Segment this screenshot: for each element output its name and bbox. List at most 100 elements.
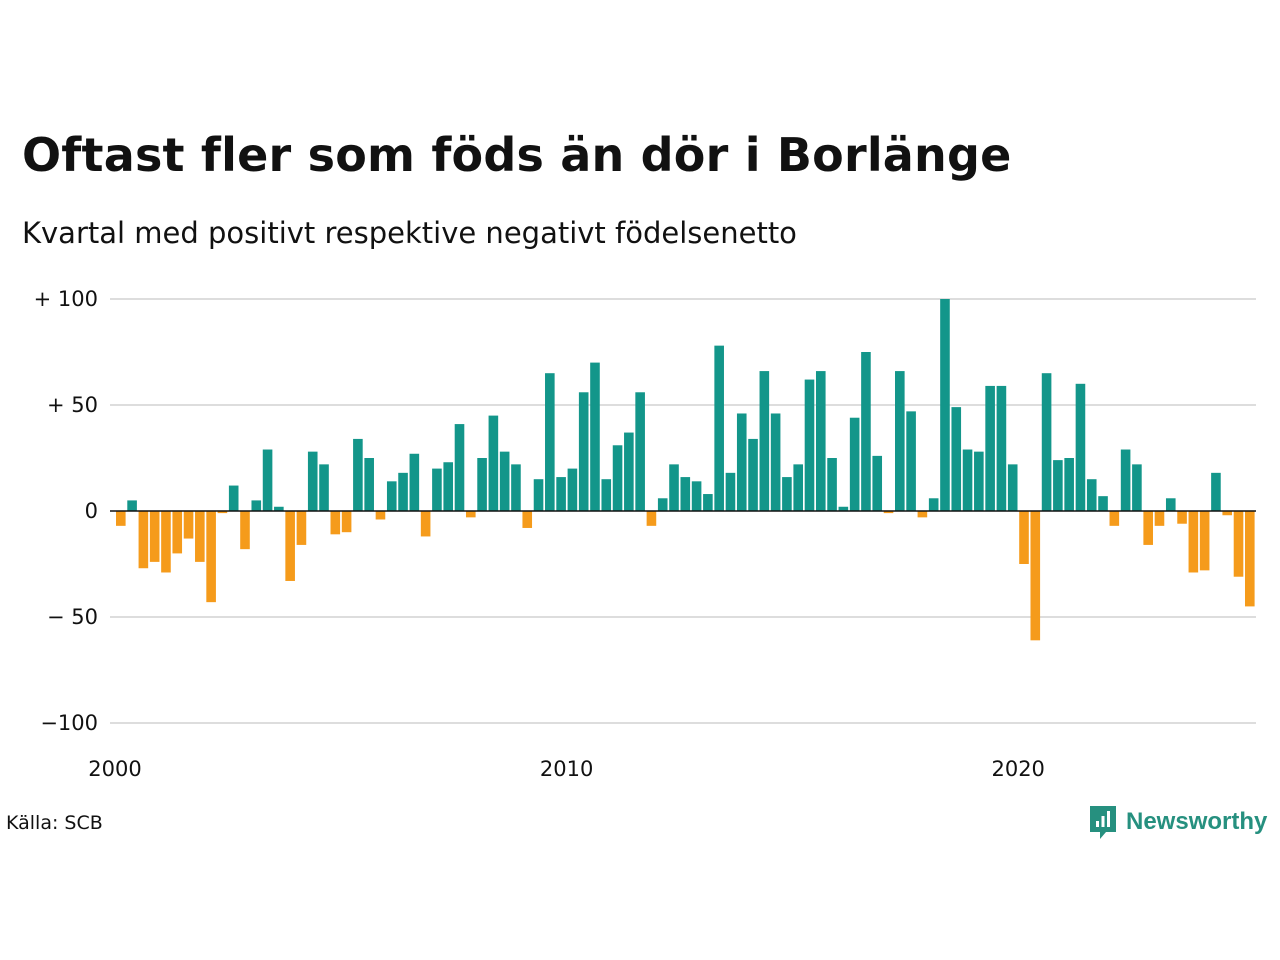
bar-q44 <box>601 479 612 511</box>
bar-q32 <box>465 511 476 518</box>
bar-q61 <box>793 464 803 511</box>
bar-q70 <box>895 371 905 511</box>
y-tick-label: −100 <box>40 711 98 735</box>
bar-q54 <box>714 345 724 511</box>
bar-q8 <box>195 511 205 562</box>
bar-q55 <box>725 472 736 511</box>
bar-q31 <box>454 424 465 511</box>
bar-q1 <box>116 511 126 526</box>
bar-q6 <box>172 511 183 554</box>
bar-q100 <box>1233 511 1244 577</box>
newsworthy-logo-icon <box>1090 806 1116 839</box>
grid-layer <box>110 298 1256 724</box>
bar-q82 <box>1030 511 1041 641</box>
bar-q36 <box>511 464 521 511</box>
bar-q2 <box>127 500 137 511</box>
brand-name: Newsworthy <box>1126 808 1268 835</box>
bar-q64 <box>827 458 837 511</box>
bar-q63 <box>815 371 826 511</box>
bar-q72 <box>917 511 928 518</box>
y-tick-label: + 50 <box>47 393 98 417</box>
bar-q4 <box>149 511 160 562</box>
bar-q30 <box>443 462 454 511</box>
bar-q43 <box>590 362 600 511</box>
bar-q47 <box>635 392 645 511</box>
bar-q5 <box>161 511 171 573</box>
bar-q16 <box>285 511 295 581</box>
bar-q98 <box>1211 472 1221 511</box>
bar-q3 <box>138 511 149 569</box>
bar-q83 <box>1041 373 1052 511</box>
bar-q7 <box>183 511 194 539</box>
bar-q89 <box>1109 511 1120 526</box>
bar-q96 <box>1188 511 1199 573</box>
bar-q87 <box>1086 479 1097 511</box>
bar-q81 <box>1019 511 1029 564</box>
bar-q37 <box>522 511 533 528</box>
bar-q101 <box>1245 511 1255 607</box>
bar-q27 <box>409 453 420 511</box>
y-tick-label: 0 <box>85 499 98 523</box>
bar-q10 <box>217 511 228 514</box>
bar-q91 <box>1132 464 1142 511</box>
bar-chart: + 100 + 50 0 − 50 −100 2000 2010 2020 <box>34 287 1256 781</box>
bar-q20 <box>330 511 341 535</box>
bar-q15 <box>274 506 284 511</box>
bar-q42 <box>578 392 589 511</box>
bar-q40 <box>556 477 566 511</box>
bar-q11 <box>228 485 239 511</box>
bar-q65 <box>838 506 849 511</box>
bar-q13 <box>251 500 262 511</box>
bar-q59 <box>770 413 781 511</box>
bar-q39 <box>545 373 555 511</box>
bar-q74 <box>940 299 950 511</box>
bar-q90 <box>1120 449 1131 511</box>
bar-q95 <box>1177 511 1187 524</box>
y-tick-label: + 100 <box>34 287 98 311</box>
bar-q33 <box>477 458 487 511</box>
bar-q21 <box>341 511 352 533</box>
bar-q22 <box>353 438 363 511</box>
bar-q50 <box>669 464 679 511</box>
bar-q78 <box>985 385 995 511</box>
bar-q49 <box>657 498 668 511</box>
bar-q34 <box>488 415 499 511</box>
bar-q76 <box>962 449 973 511</box>
bar-q68 <box>872 455 883 511</box>
bar-q88 <box>1098 496 1108 511</box>
bar-q85 <box>1064 458 1074 511</box>
bar-q66 <box>849 417 860 511</box>
brand-logo: Newsworthy <box>1088 804 1267 840</box>
bar-q53 <box>703 494 713 511</box>
bar-q18 <box>307 451 318 511</box>
x-tick-label: 2020 <box>991 757 1044 781</box>
bar-q51 <box>680 477 691 511</box>
bar-q99 <box>1222 511 1233 516</box>
bar-q69 <box>883 511 894 514</box>
x-tick-label: 2000 <box>88 757 141 781</box>
chart-title: Oftast fler som föds än dör i Borlänge <box>22 128 1012 182</box>
bar-q25 <box>386 481 397 511</box>
bar-q67 <box>861 352 871 511</box>
bar-q93 <box>1154 511 1165 526</box>
bar-q56 <box>736 413 747 511</box>
y-tick-label: − 50 <box>47 605 98 629</box>
bar-q80 <box>1007 464 1018 511</box>
bar-q84 <box>1053 460 1063 511</box>
bar-q38 <box>533 479 544 511</box>
bar-q71 <box>906 411 916 511</box>
bar-q48 <box>646 511 657 526</box>
bar-q12 <box>240 511 250 550</box>
bar-q62 <box>804 379 815 511</box>
bar-q19 <box>319 464 329 511</box>
chart-subtitle: Kvartal med positivt respektive negativt… <box>22 216 797 250</box>
bar-q23 <box>364 458 374 511</box>
x-tick-label: 2010 <box>540 757 593 781</box>
source-note: Källa: SCB <box>6 812 103 834</box>
bar-q57 <box>748 438 758 511</box>
bar-q77 <box>974 451 984 511</box>
bar-q29 <box>432 468 442 511</box>
bar-q94 <box>1165 498 1176 511</box>
bar-q17 <box>296 511 307 545</box>
bar-q28 <box>420 511 431 537</box>
